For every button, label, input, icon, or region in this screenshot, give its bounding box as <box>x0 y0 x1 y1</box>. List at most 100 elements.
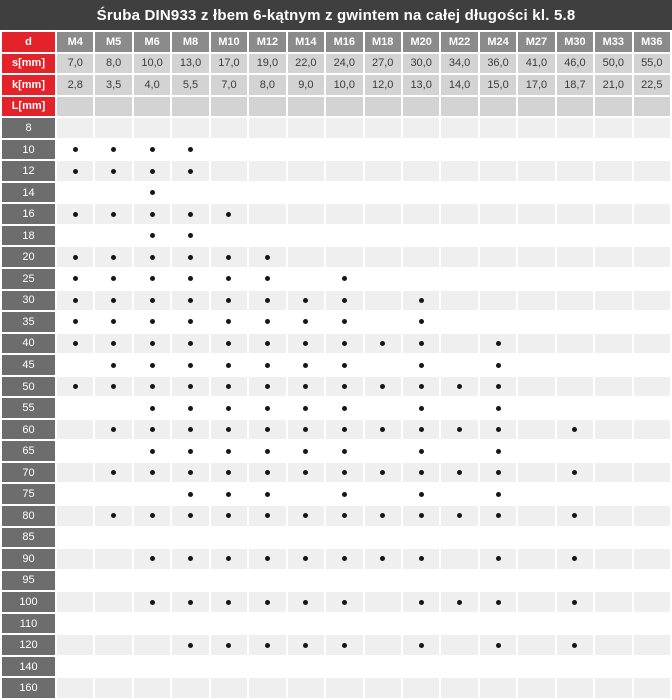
l-label: L[mm] <box>2 96 55 117</box>
availability-cell-M6-L75 <box>133 484 171 505</box>
availability-dot-icon <box>149 599 155 605</box>
availability-cell-M27-L65 <box>518 441 555 461</box>
availability-dot-icon <box>226 427 232 433</box>
availability-cell-M10-L70 <box>210 462 248 483</box>
availability-cell-M5-L85 <box>95 527 132 548</box>
length-label-8: 8 <box>2 118 55 138</box>
k-label: k[mm] <box>2 75 55 95</box>
availability-cell-M4-L16 <box>57 204 94 224</box>
availability-cell-M27-L85 <box>518 527 555 548</box>
availability-dot-icon <box>226 556 232 562</box>
availability-cell-M4-L60 <box>57 419 94 440</box>
availability-cell-M36-L45 <box>633 355 670 375</box>
availability-dot-icon <box>418 599 424 605</box>
availability-cell-M12-L70 <box>249 462 286 483</box>
availability-cell-M33-L80 <box>595 506 632 526</box>
length-row-30: 30 <box>2 290 670 311</box>
availability-dot-icon <box>188 211 194 217</box>
availability-cell-M22-L16 <box>441 204 478 224</box>
availability-cell-M12-L30 <box>249 290 286 311</box>
availability-cell-M5-L20 <box>95 247 132 268</box>
availability-dot-icon <box>418 405 424 411</box>
availability-cell-M16-L90 <box>326 549 363 569</box>
availability-cell-M12-L20 <box>249 247 286 268</box>
k-value-M27: 17,0 <box>518 75 555 95</box>
availability-dot-icon <box>188 448 194 454</box>
availability-cell-M4-L50 <box>57 376 94 397</box>
availability-cell-M6-L60 <box>133 419 171 440</box>
availability-dot-icon <box>264 448 270 454</box>
availability-cell-M8-L40 <box>172 333 209 354</box>
availability-cell-M18-L80 <box>364 506 401 526</box>
availability-cell-M12-L90 <box>249 549 286 569</box>
availability-cell-M22-L75 <box>441 484 478 505</box>
availability-cell-M18-L140 <box>364 656 401 677</box>
availability-cell-M30-L30 <box>556 290 594 311</box>
availability-cell-M5-L120 <box>95 635 132 655</box>
availability-cell-M10-L100 <box>210 592 248 612</box>
availability-cell-M20-L18 <box>402 225 440 246</box>
length-row-120: 120 <box>2 635 670 655</box>
availability-cell-M5-L95 <box>95 570 132 591</box>
availability-cell-M30-L55 <box>556 398 594 418</box>
availability-cell-M33-L40 <box>595 333 632 354</box>
availability-cell-M22-L120 <box>441 635 478 655</box>
availability-cell-M5-L160 <box>95 678 132 698</box>
availability-cell-M8-L35 <box>172 312 209 332</box>
availability-cell-M33-L50 <box>595 376 632 397</box>
availability-cell-M5-L50 <box>95 376 132 397</box>
availability-dot-icon <box>149 405 155 411</box>
k-value-M6: 4,0 <box>133 75 171 95</box>
availability-cell-M20-L110 <box>402 613 440 634</box>
availability-dot-icon <box>188 599 194 605</box>
availability-dot-icon <box>226 211 232 217</box>
availability-dot-icon <box>111 168 117 174</box>
k-value-M8: 5,5 <box>172 75 209 95</box>
length-label-45: 45 <box>2 355 55 375</box>
availability-cell-M10-L10 <box>210 139 248 160</box>
availability-dot-icon <box>149 427 155 433</box>
availability-cell-M12-L10 <box>249 139 286 160</box>
availability-cell-M27-L40 <box>518 333 555 354</box>
s-value-M5: 8,0 <box>95 53 132 74</box>
availability-cell-M6-L100 <box>133 592 171 612</box>
availability-cell-M6-L35 <box>133 312 171 332</box>
availability-dot-icon <box>149 254 155 260</box>
availability-cell-M12-L18 <box>249 225 286 246</box>
length-row-80: 80 <box>2 506 670 526</box>
availability-dot-icon <box>226 491 232 497</box>
availability-dot-icon <box>264 513 270 519</box>
availability-dot-icon <box>341 556 347 562</box>
availability-cell-M20-L45 <box>402 355 440 375</box>
availability-cell-M16-L8 <box>326 118 363 138</box>
length-row-55: 55 <box>2 398 670 418</box>
availability-cell-M27-L140 <box>518 656 555 677</box>
availability-cell-M36-L70 <box>633 462 670 483</box>
availability-cell-M6-L70 <box>133 462 171 483</box>
size-header-M22: M22 <box>441 32 478 52</box>
availability-cell-M12-L110 <box>249 613 286 634</box>
availability-cell-M36-L50 <box>633 376 670 397</box>
diameter-label: d <box>2 32 55 52</box>
availability-dot-icon <box>188 642 194 648</box>
length-row-140: 140 <box>2 656 670 677</box>
availability-cell-M5-L45 <box>95 355 132 375</box>
length-label-18: 18 <box>2 225 55 246</box>
availability-dot-icon <box>418 513 424 519</box>
availability-cell-M4-L70 <box>57 462 94 483</box>
availability-cell-M14-L25 <box>287 269 325 289</box>
availability-cell-M14-L50 <box>287 376 325 397</box>
availability-cell-M14-L10 <box>287 139 325 160</box>
availability-cell-M30-L18 <box>556 225 594 246</box>
availability-cell-M5-L60 <box>95 419 132 440</box>
availability-cell-M12-L85 <box>249 527 286 548</box>
length-label-110: 110 <box>2 613 55 634</box>
availability-dot-icon <box>341 470 347 476</box>
availability-cell-M30-L16 <box>556 204 594 224</box>
availability-cell-M22-L160 <box>441 678 478 698</box>
length-row-65: 65 <box>2 441 670 461</box>
availability-cell-M16-L75 <box>326 484 363 505</box>
availability-cell-M16-L80 <box>326 506 363 526</box>
availability-cell-M18-L40 <box>364 333 401 354</box>
availability-cell-M14-L16 <box>287 204 325 224</box>
